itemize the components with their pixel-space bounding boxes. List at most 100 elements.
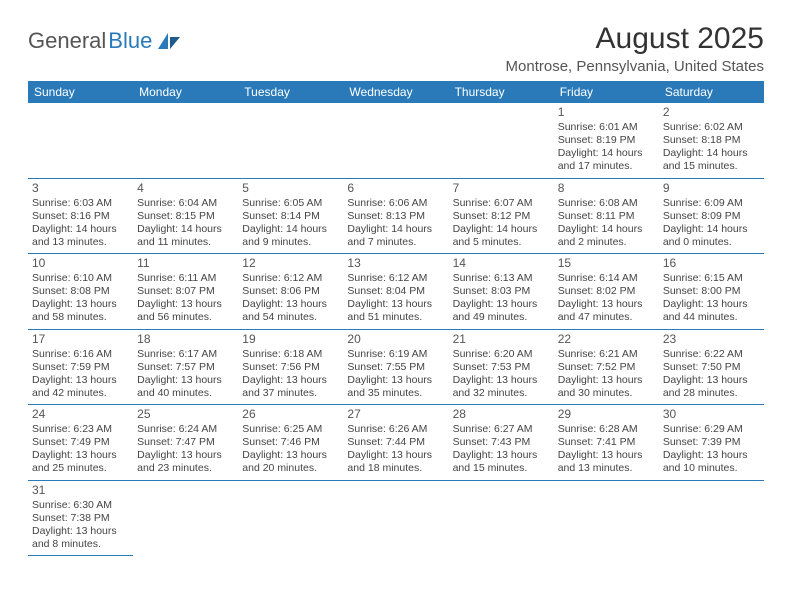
daylight-line: Daylight: 13 hours and 51 minutes. (347, 298, 444, 324)
day-number: 19 (242, 332, 339, 347)
day-cell: 2Sunrise: 6:02 AMSunset: 8:18 PMDaylight… (659, 103, 764, 178)
sunset-line: Sunset: 7:39 PM (663, 436, 760, 449)
day-cell: 12Sunrise: 6:12 AMSunset: 8:06 PMDayligh… (238, 254, 343, 330)
daylight-line: Daylight: 13 hours and 56 minutes. (137, 298, 234, 324)
calendar-table: SundayMondayTuesdayWednesdayThursdayFrid… (28, 81, 764, 556)
sunset-line: Sunset: 8:18 PM (663, 134, 760, 147)
daylight-line: Daylight: 14 hours and 0 minutes. (663, 223, 760, 249)
sunrise-line: Sunrise: 6:07 AM (453, 197, 550, 210)
day-cell: 8Sunrise: 6:08 AMSunset: 8:11 PMDaylight… (554, 178, 659, 254)
daylight-line: Daylight: 13 hours and 15 minutes. (453, 449, 550, 475)
day-number: 9 (663, 181, 760, 196)
sunset-line: Sunset: 7:44 PM (347, 436, 444, 449)
sunrise-line: Sunrise: 6:01 AM (558, 121, 655, 134)
day-cell: 4Sunrise: 6:04 AMSunset: 8:15 PMDaylight… (133, 178, 238, 254)
sunset-line: Sunset: 8:19 PM (558, 134, 655, 147)
day-cell: 15Sunrise: 6:14 AMSunset: 8:02 PMDayligh… (554, 254, 659, 330)
sail-icon (156, 31, 182, 51)
location: Montrose, Pennsylvania, United States (506, 58, 764, 75)
calendar-row: 10Sunrise: 6:10 AMSunset: 8:08 PMDayligh… (28, 254, 764, 330)
daylight-line: Daylight: 13 hours and 25 minutes. (32, 449, 129, 475)
day-cell: 22Sunrise: 6:21 AMSunset: 7:52 PMDayligh… (554, 329, 659, 405)
day-cell: 25Sunrise: 6:24 AMSunset: 7:47 PMDayligh… (133, 405, 238, 481)
sunrise-line: Sunrise: 6:22 AM (663, 348, 760, 361)
day-number: 7 (453, 181, 550, 196)
day-cell: 19Sunrise: 6:18 AMSunset: 7:56 PMDayligh… (238, 329, 343, 405)
day-number: 24 (32, 407, 129, 422)
day-number: 12 (242, 256, 339, 271)
day-cell: 28Sunrise: 6:27 AMSunset: 7:43 PMDayligh… (449, 405, 554, 481)
sunrise-line: Sunrise: 6:08 AM (558, 197, 655, 210)
day-cell: 16Sunrise: 6:15 AMSunset: 8:00 PMDayligh… (659, 254, 764, 330)
day-number: 4 (137, 181, 234, 196)
col-header: Monday (133, 81, 238, 103)
sunset-line: Sunset: 7:52 PM (558, 361, 655, 374)
day-number: 21 (453, 332, 550, 347)
sunrise-line: Sunrise: 6:15 AM (663, 272, 760, 285)
sunset-line: Sunset: 8:07 PM (137, 285, 234, 298)
day-number: 28 (453, 407, 550, 422)
daylight-line: Daylight: 14 hours and 17 minutes. (558, 147, 655, 173)
calendar-head: SundayMondayTuesdayWednesdayThursdayFrid… (28, 81, 764, 103)
sunrise-line: Sunrise: 6:18 AM (242, 348, 339, 361)
sunset-line: Sunset: 8:04 PM (347, 285, 444, 298)
day-cell: 13Sunrise: 6:12 AMSunset: 8:04 PMDayligh… (343, 254, 448, 330)
daylight-line: Daylight: 13 hours and 23 minutes. (137, 449, 234, 475)
sunset-line: Sunset: 7:49 PM (32, 436, 129, 449)
day-number: 30 (663, 407, 760, 422)
daylight-line: Daylight: 13 hours and 35 minutes. (347, 374, 444, 400)
sunrise-line: Sunrise: 6:05 AM (242, 197, 339, 210)
col-header: Sunday (28, 81, 133, 103)
day-cell: 20Sunrise: 6:19 AMSunset: 7:55 PMDayligh… (343, 329, 448, 405)
sunset-line: Sunset: 7:38 PM (32, 512, 129, 525)
sunset-line: Sunset: 8:15 PM (137, 210, 234, 223)
day-number: 26 (242, 407, 339, 422)
sunrise-line: Sunrise: 6:02 AM (663, 121, 760, 134)
day-number: 3 (32, 181, 129, 196)
sunrise-line: Sunrise: 6:26 AM (347, 423, 444, 436)
sunset-line: Sunset: 7:50 PM (663, 361, 760, 374)
calendar-row: 3Sunrise: 6:03 AMSunset: 8:16 PMDaylight… (28, 178, 764, 254)
daylight-line: Daylight: 14 hours and 9 minutes. (242, 223, 339, 249)
day-cell: 14Sunrise: 6:13 AMSunset: 8:03 PMDayligh… (449, 254, 554, 330)
day-cell: 1Sunrise: 6:01 AMSunset: 8:19 PMDaylight… (554, 103, 659, 178)
day-cell: 23Sunrise: 6:22 AMSunset: 7:50 PMDayligh… (659, 329, 764, 405)
title-block: August 2025 Montrose, Pennsylvania, Unit… (506, 22, 764, 81)
calendar-row: 17Sunrise: 6:16 AMSunset: 7:59 PMDayligh… (28, 329, 764, 405)
day-cell: 24Sunrise: 6:23 AMSunset: 7:49 PMDayligh… (28, 405, 133, 481)
day-number: 18 (137, 332, 234, 347)
sunset-line: Sunset: 8:02 PM (558, 285, 655, 298)
sunset-line: Sunset: 8:14 PM (242, 210, 339, 223)
daylight-line: Daylight: 13 hours and 18 minutes. (347, 449, 444, 475)
sunset-line: Sunset: 7:47 PM (137, 436, 234, 449)
sunrise-line: Sunrise: 6:25 AM (242, 423, 339, 436)
day-number: 23 (663, 332, 760, 347)
empty-cell (449, 480, 554, 556)
logo-text-general: General (28, 28, 106, 54)
empty-cell (343, 480, 448, 556)
empty-cell (28, 103, 133, 178)
sunrise-line: Sunrise: 6:27 AM (453, 423, 550, 436)
sunset-line: Sunset: 7:46 PM (242, 436, 339, 449)
calendar-row: 1Sunrise: 6:01 AMSunset: 8:19 PMDaylight… (28, 103, 764, 178)
sunset-line: Sunset: 8:12 PM (453, 210, 550, 223)
daylight-line: Daylight: 14 hours and 15 minutes. (663, 147, 760, 173)
sunrise-line: Sunrise: 6:14 AM (558, 272, 655, 285)
logo-text-blue: Blue (108, 28, 152, 54)
day-cell: 6Sunrise: 6:06 AMSunset: 8:13 PMDaylight… (343, 178, 448, 254)
empty-cell (554, 480, 659, 556)
day-cell: 5Sunrise: 6:05 AMSunset: 8:14 PMDaylight… (238, 178, 343, 254)
calendar-body: 1Sunrise: 6:01 AMSunset: 8:19 PMDaylight… (28, 103, 764, 556)
sunrise-line: Sunrise: 6:29 AM (663, 423, 760, 436)
header: GeneralBlue August 2025 Montrose, Pennsy… (28, 22, 764, 81)
sunrise-line: Sunrise: 6:20 AM (453, 348, 550, 361)
day-number: 25 (137, 407, 234, 422)
day-number: 29 (558, 407, 655, 422)
sunrise-line: Sunrise: 6:10 AM (32, 272, 129, 285)
sunrise-line: Sunrise: 6:17 AM (137, 348, 234, 361)
sunrise-line: Sunrise: 6:28 AM (558, 423, 655, 436)
sunset-line: Sunset: 8:03 PM (453, 285, 550, 298)
sunrise-line: Sunrise: 6:06 AM (347, 197, 444, 210)
day-number: 1 (558, 105, 655, 120)
sunset-line: Sunset: 8:13 PM (347, 210, 444, 223)
